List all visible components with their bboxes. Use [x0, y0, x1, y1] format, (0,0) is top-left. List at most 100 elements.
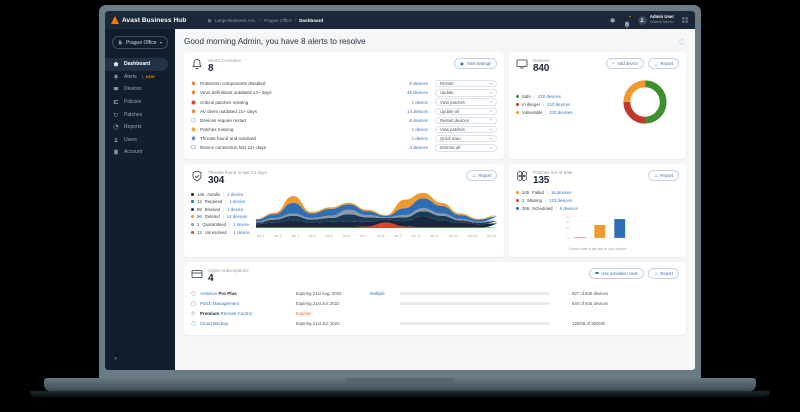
sidebar-item-policies[interactable]: Policies — [105, 96, 175, 109]
subscription-name[interactable]: Premium Remote Control — [200, 311, 296, 316]
subscription-name[interactable]: Cloud Backup — [200, 321, 296, 326]
subscription-row[interactable]: Premium Remote Control Expired — [191, 309, 679, 319]
legend-separator: | — [544, 197, 547, 203]
legend-count: 13 — [197, 229, 202, 235]
subscription-row[interactable]: Cloud Backup Expiring 21st Jul, 2022 120… — [191, 319, 679, 329]
subscription-name[interactable]: Patch Management — [200, 301, 296, 306]
apps-grid-icon[interactable] — [681, 16, 689, 24]
download-icon — [654, 62, 658, 65]
sidebar-item-alerts[interactable]: Alerts NEW — [105, 71, 175, 84]
alert-action-label: View patches — [440, 99, 465, 105]
alert-row[interactable]: Device connection lost 14+ days 3 device… — [191, 143, 497, 152]
legend-label: Quarantined — [202, 221, 227, 227]
plus-icon: + — [612, 61, 615, 66]
brand[interactable]: Avast Business Hub — [111, 16, 207, 24]
alert-name: AV client outdated 21+ days — [200, 108, 257, 114]
x-tick-label: Jun 12 — [448, 233, 459, 238]
legend-value[interactable]: 210 devices — [547, 102, 571, 108]
legend-devices[interactable]: 16 devices — [551, 189, 572, 195]
alert-row[interactable]: Protection components disabled 6 devices… — [191, 79, 497, 88]
alert-count[interactable]: 14 devices — [407, 108, 428, 114]
alert-count[interactable]: 1 device — [411, 99, 428, 105]
refresh-icon[interactable] — [678, 37, 686, 46]
use-activation-code-button[interactable]: Use activation code — [588, 267, 644, 279]
alert-action-select[interactable]: Restart ▾ — [435, 79, 497, 88]
subscription-row[interactable]: Patch Management Expiring 21st Jul, 2022… — [191, 299, 679, 309]
alert-row[interactable]: Threats found and resolved 1 device Quic… — [191, 134, 497, 143]
alert-count[interactable]: 1 device — [411, 136, 428, 142]
laptop-base — [44, 378, 756, 392]
use-activation-code-label: Use activation code — [601, 270, 638, 276]
devices-report-button[interactable]: Report — [647, 58, 679, 69]
legend-value[interactable]: 420 devices — [537, 94, 561, 100]
alert-row[interactable]: Critical patches missing 1 device View p… — [191, 97, 497, 106]
subscriptions-report-button[interactable]: Report — [647, 267, 679, 279]
legend-devices[interactable]: 1 device — [227, 206, 244, 212]
alert-count[interactable]: 3 devices — [409, 145, 428, 151]
alert-row[interactable]: Virus definitions outdated 14+ days 45 d… — [191, 88, 497, 97]
legend-item: 2 Quarantined | 1 device — [191, 222, 250, 227]
alert-name: Critical patches missing — [200, 99, 249, 105]
alert-settings-button[interactable]: Alert settings — [454, 58, 497, 69]
alert-action-select[interactable]: Quick scan ▾ — [435, 135, 497, 143]
devices-report-label: Report — [660, 61, 673, 66]
user-menu[interactable]: Admin User Global Admin — [637, 14, 674, 25]
legend-devices[interactable]: 123 devices — [549, 197, 573, 203]
alert-action-select[interactable]: Restart devices ▾ — [435, 116, 497, 125]
patches-report-button[interactable]: Report — [647, 169, 679, 181]
subscription-multiple-link[interactable]: Multiple — [370, 291, 385, 297]
legend-devices[interactable]: 6 devices — [559, 205, 578, 211]
subscription-row[interactable]: Antivirus Pro Plus Expiring 21st Aug, 20… — [191, 289, 679, 299]
legend-devices[interactable]: 1 device — [233, 221, 250, 227]
legend-separator: | — [229, 221, 231, 227]
chevron-down-icon: ▾ — [490, 109, 492, 114]
alert-count[interactable]: 6 devices — [409, 117, 428, 123]
patches-icon — [517, 170, 527, 181]
sidebar-collapse-button[interactable]: « — [114, 356, 118, 362]
alert-action-select[interactable]: Update all ▾ — [435, 107, 497, 115]
legend-count: 2 — [197, 221, 200, 227]
notification-badge-dot — [628, 15, 632, 19]
alert-row[interactable]: Devices require restart 6 devices Restar… — [191, 116, 497, 125]
legend-devices[interactable]: 14 devices — [226, 214, 248, 220]
subscription-expiry: Expired — [296, 311, 311, 317]
legend-separator: | — [545, 110, 547, 116]
alert-row[interactable]: Patches missing 1 device View patches ▾ — [191, 125, 497, 134]
sidebar-item-patches[interactable]: Patches — [105, 108, 175, 121]
avatar — [637, 15, 647, 25]
threats-report-button[interactable]: Report — [465, 169, 497, 181]
remote-control-icon — [191, 311, 195, 316]
shield-warning-icon — [191, 81, 196, 86]
alert-action-select[interactable]: Dismiss all ▾ — [435, 144, 497, 152]
avast-logo-icon — [111, 16, 119, 24]
legend-devices[interactable]: 1 device — [233, 229, 250, 235]
sidebar-item-users[interactable]: Users — [105, 134, 175, 147]
antivirus-icon — [191, 291, 196, 296]
alert-count[interactable]: 6 devices — [409, 81, 428, 87]
legend-devices[interactable]: 1 device — [227, 191, 244, 197]
user-icon — [114, 137, 118, 142]
legend-separator: | — [533, 94, 535, 100]
sidebar-item-dashboard[interactable]: Dashboard — [105, 58, 168, 71]
legend-devices[interactable]: 1 device — [229, 199, 246, 205]
subscription-progress — [400, 302, 550, 305]
legend-value[interactable]: 210 devices — [549, 110, 573, 116]
add-device-button[interactable]: + Add device — [606, 58, 644, 69]
notifications-bell[interactable] — [623, 15, 632, 29]
sidebar-item-label: Alerts — [124, 73, 137, 80]
alert-action-select[interactable]: View patches ▾ — [435, 98, 497, 106]
alert-action-select[interactable]: Update ▾ — [435, 89, 497, 97]
alert-count[interactable]: 45 devices — [407, 90, 428, 96]
subscription-name[interactable]: Antivirus Pro Plus — [200, 291, 296, 296]
office-selector[interactable]: Prague Office ▾ — [112, 36, 168, 49]
breadcrumb-item-account[interactable]: Large Business Acc. — [215, 17, 257, 23]
breadcrumb-item-office[interactable]: Prague Office — [263, 17, 292, 23]
alert-row[interactable]: AV client outdated 21+ days 14 devices U… — [191, 107, 497, 116]
threats-card-actions: Report — [465, 169, 497, 181]
gear-icon[interactable] — [608, 16, 616, 24]
sidebar-item-reports[interactable]: Reports — [105, 121, 175, 134]
alert-count[interactable]: 1 device — [411, 127, 428, 133]
sidebar-item-devices[interactable]: Devices — [105, 83, 175, 96]
alert-action-select[interactable]: View patches ▾ — [435, 125, 497, 134]
sidebar-item-account[interactable]: Account — [105, 146, 175, 159]
